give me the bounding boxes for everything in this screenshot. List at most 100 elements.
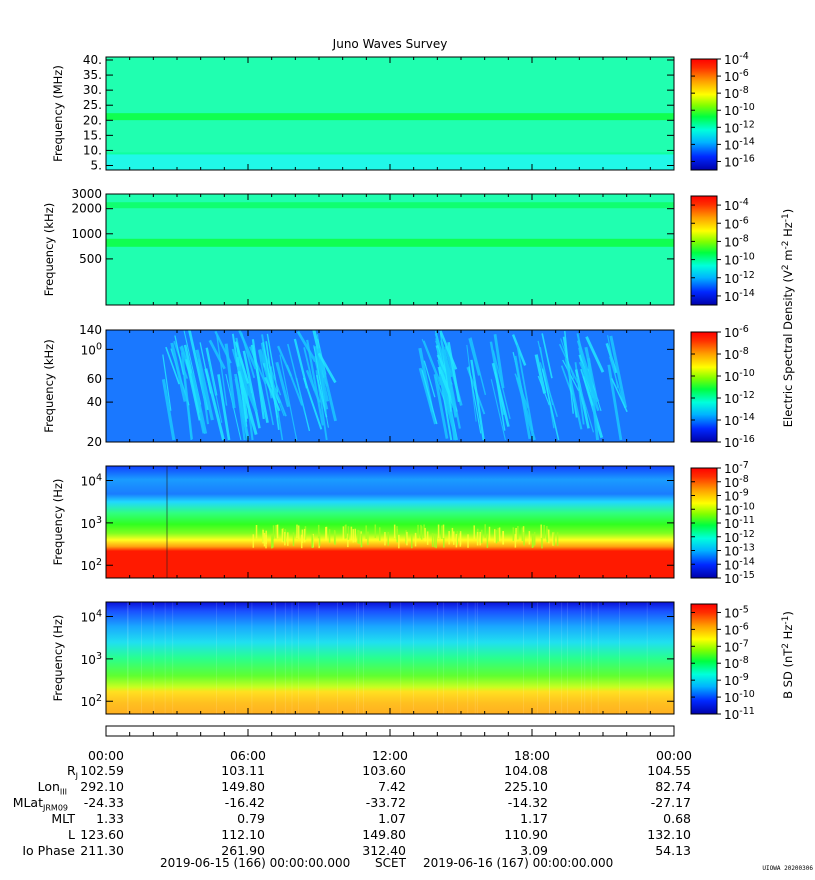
ephemeris-value: 1.17 bbox=[520, 811, 548, 826]
ephemeris-value: -16.42 bbox=[224, 795, 265, 810]
spectrogram-burst-streak bbox=[162, 354, 172, 411]
spectrogram-burst-streak bbox=[190, 372, 208, 434]
ephemeris-value: 211.30 bbox=[80, 843, 124, 858]
spectrogram-burst-streak bbox=[470, 337, 487, 396]
spectrogram-panel-3: 140 100 60 40 20 Frequency (kHz) 10-6 10-8 10-10… bbox=[42, 323, 755, 450]
ephemeris-row: MLT 1.33 0.79 1.07 1.17 0.68 bbox=[0, 811, 815, 827]
y-axis-label: Frequency (Hz) bbox=[51, 479, 65, 566]
colorbar bbox=[690, 331, 718, 443]
electric-colorbar-label: Electric Spectral Density (V2 m-2 Hz-1) bbox=[781, 209, 795, 428]
colorbar-tick-label: 10-4 bbox=[724, 51, 749, 67]
colorbar-tick-label: 10-16 bbox=[724, 434, 755, 450]
ephemeris-value: 104.55 bbox=[647, 763, 691, 778]
colorbar-tick-label: 10-8 bbox=[724, 346, 749, 362]
y-tick-label: 102 bbox=[81, 693, 102, 709]
spectrogram-burst-streak bbox=[447, 342, 461, 403]
ephemeris-label: MLT bbox=[51, 811, 75, 826]
spectrogram-burst-streak bbox=[468, 338, 481, 376]
ephemeris-value: 149.80 bbox=[362, 827, 406, 842]
time-tick-label: 00:00 bbox=[656, 748, 692, 763]
ephemeris-label: LonIII bbox=[37, 779, 67, 797]
spectrogram-burst-streak bbox=[537, 375, 550, 406]
spectrogram-burst-streak bbox=[234, 341, 250, 384]
time-tick-label: 00:00 bbox=[88, 748, 124, 763]
spectrogram-burst-streak bbox=[433, 374, 449, 439]
y-tick-label: 1000 bbox=[71, 227, 102, 241]
spectrogram-burst-streak bbox=[541, 368, 560, 441]
y-tick-label: 103 bbox=[81, 651, 102, 667]
y-axis-label: Frequency (MHz) bbox=[51, 65, 65, 162]
spectrogram-burst-streak bbox=[541, 333, 553, 379]
spectrogram-burst-streak bbox=[418, 367, 438, 425]
colorbar-tick-label: 10-6 bbox=[724, 215, 749, 231]
ephemeris-value: 7.42 bbox=[378, 779, 406, 794]
colorbar-tick-label: 10-14 bbox=[724, 412, 755, 428]
ephemeris-label: MLatJRM09 bbox=[12, 795, 68, 813]
spectrogram-burst-streak bbox=[564, 357, 583, 430]
spectrogram-burst-streak bbox=[170, 342, 187, 402]
ephemeris-value: -33.72 bbox=[365, 795, 406, 810]
spectrogram-burst-streak bbox=[315, 374, 328, 418]
spectrogram-burst-streak bbox=[182, 366, 193, 441]
spectrogram-burst-streak bbox=[316, 334, 327, 414]
ephemeris-value: 102.59 bbox=[80, 763, 124, 778]
y-tick-label: 104 bbox=[81, 609, 102, 625]
spectrogram-background bbox=[106, 194, 674, 305]
ephemeris-value: 3.09 bbox=[520, 843, 548, 858]
spectrogram-burst-streak bbox=[264, 376, 281, 412]
colorbar-tick-label: 10-9 bbox=[724, 672, 749, 688]
ephemeris-value: 1.07 bbox=[378, 811, 406, 826]
spectrogram-burst-streak bbox=[224, 343, 236, 409]
y-tick-label: 2000 bbox=[71, 202, 102, 216]
spectrogram-burst-streak bbox=[609, 356, 624, 401]
spectrogram-burst-streak bbox=[275, 361, 290, 408]
spectrogram-burst-streak bbox=[578, 361, 600, 403]
spectrogram-burst-streak bbox=[493, 334, 505, 389]
spectrogram-emission-band bbox=[106, 238, 674, 247]
spectrogram-burst-streak bbox=[306, 339, 324, 426]
spectrogram-panel-1: 40.35.30.25.20.15.10.5. Frequency (MHz) 10… bbox=[51, 51, 755, 172]
footer-end-time: 2019-06-16 (167) 00:00:00.000 bbox=[423, 856, 614, 870]
spectrogram-burst-streak bbox=[609, 335, 628, 408]
spectrogram-burst-streak bbox=[204, 368, 225, 441]
spectrogram-burst-streak bbox=[302, 377, 323, 430]
colorbar bbox=[690, 467, 718, 579]
spectrogram-burst-streak bbox=[611, 377, 628, 413]
ephemeris-value: 103.11 bbox=[221, 763, 265, 778]
colorbar-tick-label: 10-10 bbox=[724, 102, 755, 118]
ephemeris-value: 110.90 bbox=[504, 827, 548, 842]
ephemeris-value: 103.60 bbox=[362, 763, 406, 778]
spectrogram-burst-streak bbox=[587, 358, 600, 441]
spectrogram-burst-streak bbox=[440, 340, 457, 416]
y-axis-label: Frequency (Hz) bbox=[51, 615, 65, 702]
y-tick-label: 5. bbox=[91, 158, 102, 172]
colorbar-tick-label: 10-10 bbox=[724, 368, 755, 384]
spectrogram-burst-streak bbox=[296, 330, 317, 363]
colorbar-tick-label: 10-16 bbox=[724, 153, 755, 169]
colorbar-tick-label: 10-9 bbox=[724, 488, 749, 504]
spectrogram-burst-streak bbox=[468, 366, 482, 434]
spectrogram-panels: 40.35.30.25.20.15.10.5. Frequency (MHz) 10… bbox=[42, 51, 795, 722]
ephemeris-value: 149.80 bbox=[221, 779, 265, 794]
spectrogram-background bbox=[106, 602, 674, 714]
colorbar-tick-label: 10-10 bbox=[724, 252, 755, 268]
spectrogram-burst-streak bbox=[238, 329, 257, 370]
colorbar-tick-label: 10-8 bbox=[724, 233, 749, 249]
magnetic-colorbar-label: B SD (nT2 Hz-1) bbox=[781, 611, 795, 699]
spectrogram-burst-streak bbox=[197, 358, 210, 425]
y-tick-label: 140 bbox=[79, 323, 102, 337]
ephemeris-value: 261.90 bbox=[221, 843, 265, 858]
spectrogram-burst-streak bbox=[242, 350, 261, 429]
spectrogram-burst-streak bbox=[257, 350, 274, 426]
ephemeris-value: -24.33 bbox=[83, 795, 124, 810]
colorbar-tick-label: 10-15 bbox=[724, 570, 755, 586]
colorbar-tick-label: 10-11 bbox=[724, 515, 755, 531]
ephemeris-row: LonIII 292.10 149.80 7.42 225.10 82.74 bbox=[0, 779, 815, 797]
spectrogram-burst-streak bbox=[161, 379, 176, 441]
colorbar-tick-label: 10-13 bbox=[724, 543, 755, 559]
footer-start-time: 2019-06-15 (166) 00:00:00.000 bbox=[160, 856, 351, 870]
ephemeris-value: 112.10 bbox=[221, 827, 265, 842]
y-tick-label: 3000 bbox=[71, 187, 102, 201]
colorbar-tick-label: 10-5 bbox=[724, 604, 749, 620]
